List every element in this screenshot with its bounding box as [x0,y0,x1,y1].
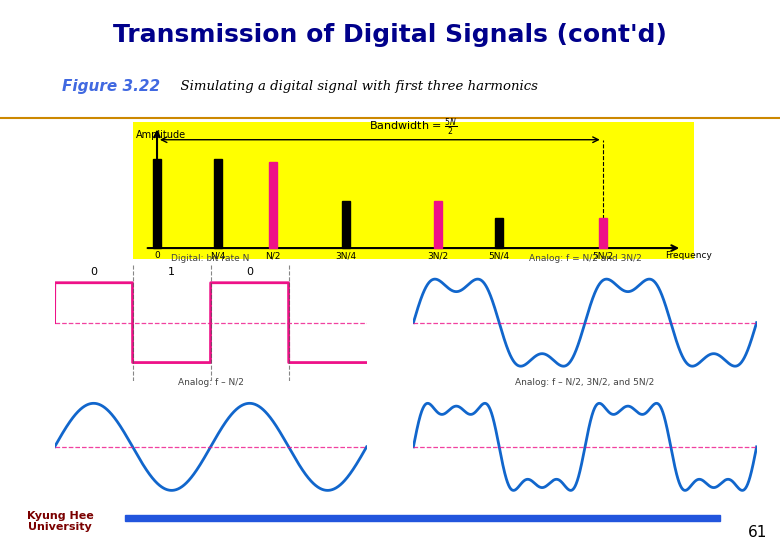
Bar [495,218,503,248]
Bar [342,201,350,248]
Text: 1: 1 [168,267,175,278]
Text: Simulating a digital signal with first three harmonics: Simulating a digital signal with first t… [172,80,537,93]
Text: 0: 0 [154,251,160,260]
Text: Kyung Hee: Kyung Hee [27,511,94,521]
Text: Analog: f = N/2 and 3N/2: Analog: f = N/2 and 3N/2 [529,254,641,263]
Text: Transmission of Digital Signals (cont'd): Transmission of Digital Signals (cont'd) [113,23,667,47]
Bar [125,515,720,521]
Text: Analog: f – N/2: Analog: f – N/2 [178,377,243,387]
Bar [269,162,277,248]
Bar [153,159,161,248]
Text: Frequency: Frequency [665,251,711,260]
Text: 0: 0 [90,267,97,278]
Text: Analog: f – N/2, 3N/2, and 5N/2: Analog: f – N/2, 3N/2, and 5N/2 [516,377,654,387]
Text: N/4: N/4 [211,251,225,260]
Text: 3N/2: 3N/2 [427,251,448,260]
Text: 3N/4: 3N/4 [335,251,356,260]
Bar [434,201,441,248]
Text: 61: 61 [748,525,768,540]
Bar [214,159,222,248]
Text: N/2: N/2 [265,251,281,260]
Bar [599,218,607,248]
Text: 0: 0 [246,267,253,278]
Text: University: University [28,522,92,532]
Text: Digital: bit rate N: Digital: bit rate N [172,254,250,263]
Text: Bandwidth = $\frac{5N}{2}$: Bandwidth = $\frac{5N}{2}$ [369,117,458,138]
Text: 5N/4: 5N/4 [488,251,509,260]
Text: Figure 3.22: Figure 3.22 [62,79,161,94]
Text: 5N/2: 5N/2 [592,251,613,260]
Text: Amplitude: Amplitude [136,130,186,140]
